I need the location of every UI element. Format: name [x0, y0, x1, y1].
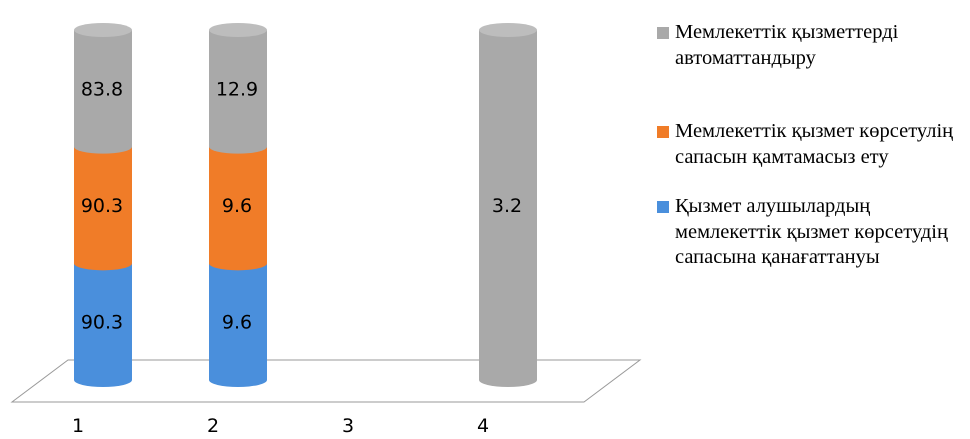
legend-label: Мемлекеттік қызмет көрсетулің сапасын қа…	[675, 120, 954, 168]
bars-layer	[74, 23, 537, 387]
legend-swatch-gray	[657, 27, 669, 39]
bar-segment-2-s1	[209, 146, 267, 271]
chart: 90.3 90.3 83.8 9.6 9.6 12.9 3.2 1 2 3 4	[10, 23, 642, 437]
bar-top-4	[479, 23, 537, 37]
legend-label: Мемлекеттік қызметтерді автоматтандыру	[675, 21, 899, 69]
bar-segment-2-s2	[209, 30, 267, 154]
x-tick-label: 1	[72, 415, 84, 437]
data-label: 90.3	[81, 195, 123, 217]
x-tick-label: 3	[342, 415, 354, 437]
bar-top-2	[209, 23, 267, 37]
data-label: 83.8	[81, 78, 123, 100]
data-labels-layer: 90.3 90.3 83.8 9.6 9.6 12.9 3.2	[81, 78, 522, 333]
data-label: 12.9	[216, 78, 258, 100]
x-tick-label: 2	[207, 415, 219, 437]
bar-segment-2-s0	[209, 263, 267, 387]
bar-segment-1-s1	[74, 146, 132, 271]
legend-item-automation: Мемлекеттік қызметтерді автоматтандыру	[651, 20, 970, 71]
data-label: 3.2	[492, 195, 522, 217]
legend-label: Қызмет алушылардың мемлекеттік қызмет кө…	[675, 195, 948, 268]
bar-top-1	[74, 23, 132, 37]
bar-segment-4-s2	[479, 30, 537, 387]
legend-item-satisfaction: Қызмет алушылардың мемлекеттік қызмет кө…	[651, 194, 970, 271]
bar-segment-1-s2	[74, 30, 132, 154]
data-label: 90.3	[81, 312, 123, 334]
legend-swatch-blue	[657, 201, 669, 213]
data-label: 9.6	[222, 312, 252, 334]
data-label: 9.6	[222, 195, 252, 217]
bar-segment-1-s0	[74, 263, 132, 387]
x-tick-label: 4	[477, 415, 489, 437]
legend-item-quality-assurance: Мемлекеттік қызмет көрсетулің сапасын қа…	[651, 119, 970, 170]
legend: Мемлекеттік қызметтерді автоматтандыру М…	[651, 20, 970, 295]
legend-swatch-orange	[657, 126, 669, 138]
x-axis-ticks: 1 2 3 4	[72, 415, 489, 437]
